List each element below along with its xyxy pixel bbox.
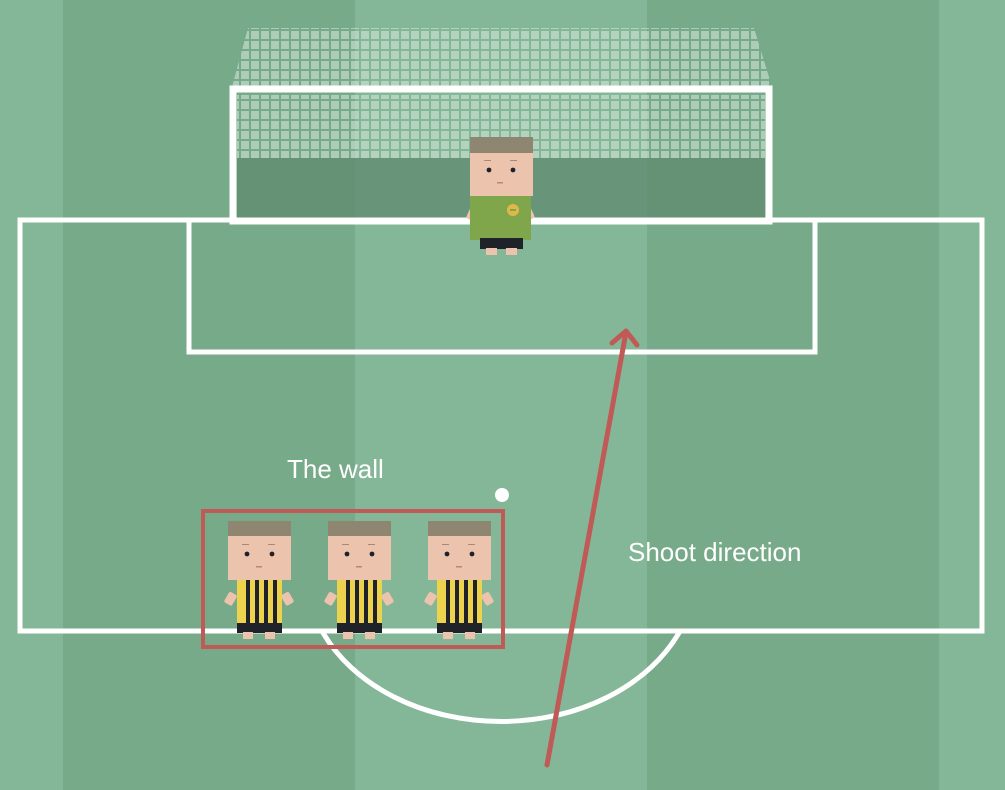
wall-player-icon	[424, 521, 494, 639]
wall-label: The wall	[287, 454, 384, 484]
shoot-direction-arrow	[544, 328, 640, 768]
goal-net-roof	[232, 28, 772, 87]
shoot-direction-label: Shoot direction	[628, 537, 801, 567]
penalty-arc	[319, 629, 683, 724]
ball-icon	[495, 488, 509, 502]
wall-player-icon	[224, 521, 294, 639]
goalkeeper-player-icon	[466, 137, 535, 255]
wall-highlight-box	[201, 509, 505, 649]
wall-player-icon	[324, 521, 394, 639]
